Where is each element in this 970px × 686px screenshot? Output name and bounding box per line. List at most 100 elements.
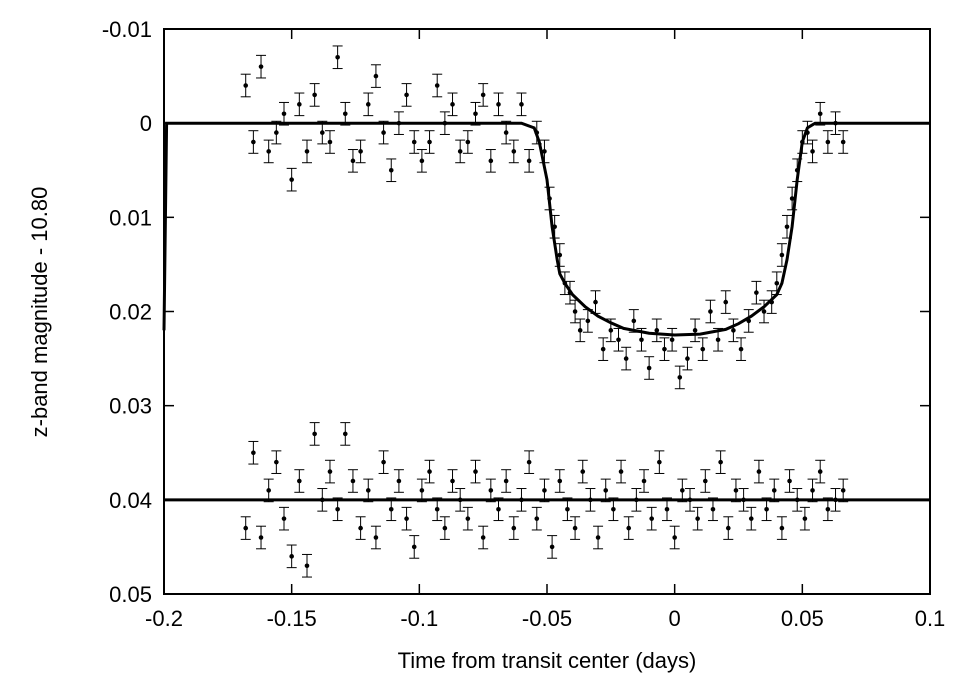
data-point	[577, 328, 583, 333]
data-point	[388, 506, 394, 512]
data-point	[677, 375, 683, 380]
data-point	[404, 516, 409, 521]
data-point	[649, 516, 654, 521]
y-tick-label: 0.01	[109, 205, 152, 230]
y-tick-label: 0.04	[109, 488, 152, 513]
data-point	[488, 488, 494, 493]
data-point	[789, 196, 795, 201]
y-tick-label: -0.01	[102, 17, 152, 42]
y-tick-label: 0.05	[109, 582, 152, 607]
data-point	[534, 516, 540, 521]
plot-frame	[163, 28, 931, 595]
data-point	[342, 431, 348, 437]
data-point	[825, 139, 831, 145]
data-point	[692, 328, 698, 333]
x-tick-label: -0.2	[145, 606, 183, 631]
data-point	[611, 506, 616, 512]
x-tick-label: 0	[669, 606, 681, 631]
x-tick-label: 0.05	[781, 606, 824, 631]
data-point	[434, 506, 440, 512]
data-point	[312, 431, 317, 437]
data-point	[657, 459, 662, 465]
data-point	[488, 158, 494, 164]
data-point	[480, 535, 486, 540]
data-point	[427, 139, 432, 145]
data-point	[281, 516, 287, 521]
data-point	[411, 139, 417, 145]
data-point	[473, 111, 478, 117]
data-point	[281, 111, 287, 117]
data-point	[266, 488, 271, 493]
data-point	[603, 488, 609, 493]
data-point	[616, 337, 621, 343]
data-point	[672, 535, 677, 540]
x-tick-label: -0.05	[522, 606, 572, 631]
data-point	[787, 478, 792, 484]
data-point	[774, 280, 780, 286]
data-point	[243, 83, 249, 88]
data-point	[810, 488, 815, 493]
data-point	[388, 167, 394, 173]
data-point	[761, 309, 767, 314]
light-curve-series	[240, 45, 849, 390]
data-point	[646, 365, 652, 371]
data-point	[771, 488, 777, 493]
data-point	[335, 54, 340, 60]
data-point	[381, 459, 386, 465]
x-tick-label: -0.1	[400, 606, 438, 631]
data-point	[457, 149, 463, 154]
data-point	[342, 111, 348, 117]
data-point	[373, 535, 379, 540]
data-point	[365, 488, 371, 493]
data-point	[297, 478, 302, 484]
data-point	[600, 346, 606, 352]
data-point	[473, 469, 478, 474]
x-axis-ticks: -0.2 -0.15 -0.1 -0.05 0 0.05 0.1	[145, 29, 945, 631]
data-point	[626, 525, 632, 531]
data-point	[631, 318, 637, 324]
data-point	[664, 506, 670, 512]
data-point	[608, 328, 614, 333]
data-point	[465, 516, 471, 521]
data-point	[258, 64, 264, 69]
data-point	[289, 177, 294, 182]
data-point	[825, 506, 831, 512]
data-point	[565, 506, 570, 512]
data-point	[662, 346, 667, 352]
y-tick-label: 0.03	[109, 394, 152, 419]
data-point	[840, 488, 846, 493]
data-point	[840, 139, 846, 145]
data-point	[685, 356, 690, 361]
data-point	[802, 516, 808, 521]
data-point	[258, 535, 264, 540]
y-axis-label: z-band magnitude - 10.80	[27, 187, 52, 438]
data-point	[595, 535, 601, 540]
data-point	[695, 516, 700, 521]
data-point	[289, 554, 294, 559]
data-point	[572, 525, 578, 531]
data-point	[381, 130, 386, 135]
data-point	[519, 102, 524, 107]
data-point	[327, 139, 333, 145]
data-point	[731, 328, 736, 333]
data-point	[427, 469, 432, 474]
x-tick-label: -0.15	[267, 606, 317, 631]
data-point	[396, 478, 402, 484]
data-point	[350, 478, 356, 484]
data-point	[700, 346, 706, 352]
data-point	[335, 506, 340, 512]
data-point	[748, 516, 754, 521]
data-point	[327, 469, 333, 474]
data-point	[557, 478, 563, 484]
data-point	[733, 488, 739, 493]
data-point	[764, 506, 769, 512]
data-point	[817, 469, 823, 474]
data-point	[358, 525, 363, 531]
data-point	[320, 130, 325, 135]
x-axis-label: Time from transit center (days)	[398, 648, 697, 673]
data-point	[669, 337, 675, 343]
data-point	[810, 149, 815, 154]
y-tick-label: 0.02	[109, 300, 152, 325]
data-point	[434, 83, 440, 88]
data-point	[639, 337, 644, 343]
